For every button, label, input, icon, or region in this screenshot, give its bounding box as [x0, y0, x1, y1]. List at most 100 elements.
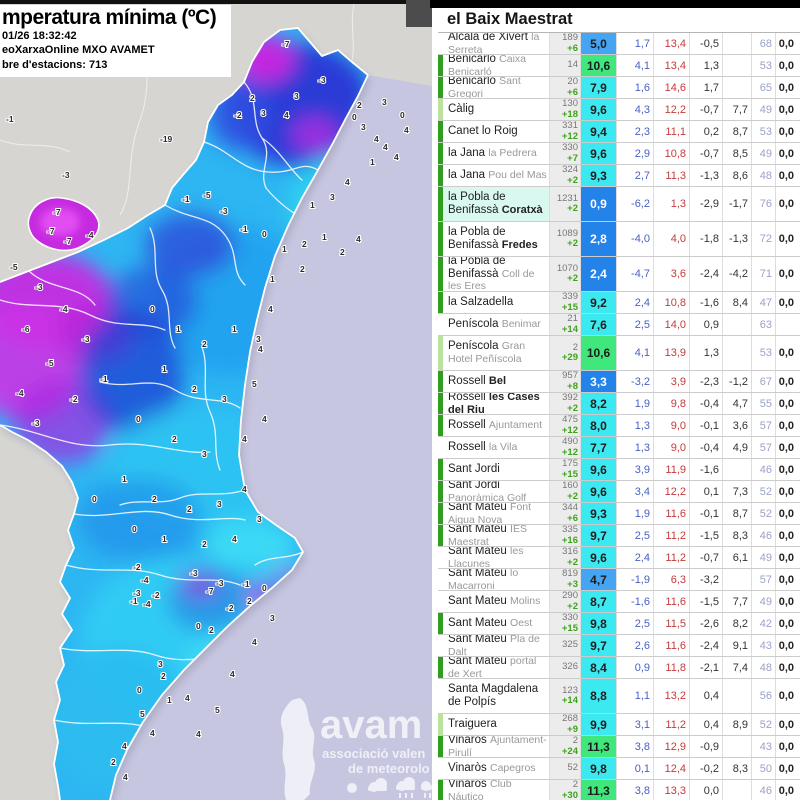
table-row[interactable]: Rossell les Cases del Riu 392 +2 8,2 1,9 9,8-…: [438, 393, 800, 415]
station-status-bar: [438, 657, 443, 678]
temp-col4: -0,7: [689, 99, 722, 120]
temp-current: 9,7: [580, 635, 616, 656]
temp-min: 3,8: [616, 780, 653, 800]
precipitation: 0,0: [775, 77, 797, 98]
table-row[interactable]: Sant Jordi 175 +15 9,6 3,9 11,9 -1,6 46 0,0: [438, 459, 800, 481]
temp-max: 11,6: [653, 635, 689, 656]
humidity: 49: [751, 99, 775, 120]
table-row[interactable]: Vinaròs Capegros 52 9,8 0,1 12,4 -0,2 8,3 50 0,0: [438, 758, 800, 780]
temp-current: 7,7: [580, 437, 616, 458]
table-row[interactable]: Traiguera 268 +9 9,9 3,1 11,2 0,4 8,9 52 0,0: [438, 714, 800, 736]
temp-col4: -0,7: [689, 143, 722, 164]
temp-min: 2,6: [616, 635, 653, 656]
temp-min: 2,9: [616, 143, 653, 164]
table-row[interactable]: Vinaròs Ajuntament-Pirulí 2 +24 11,3 3,8 12,9…: [438, 736, 800, 758]
precipitation: 0,0: [775, 714, 797, 735]
table-row[interactable]: Sant Mateu Pla de Dalt 325 9,7 2,6 11,6 -2,4 9…: [438, 635, 800, 657]
table-row[interactable]: Sant Mateu IES Maestrat 335 +16 9,7 2,5 11,2-…: [438, 525, 800, 547]
station-altitude: 326: [549, 657, 580, 678]
temp-current: 11,3: [580, 736, 616, 757]
table-row[interactable]: la Jana la Pedrera 330 +7 9,6 2,9 10,8 -0,7 8,5…: [438, 143, 800, 165]
table-row[interactable]: Alcalà de Xivert la Serreta 189 +6 5,0 1,7 13…: [438, 33, 800, 55]
temp-min: -1,9: [616, 569, 653, 590]
station-status-bar: [438, 257, 443, 291]
table-row[interactable]: la Jana Pou del Mas 324 +2 9,3 2,7 11,3 -1,3 8,…: [438, 165, 800, 187]
map-station-value: 1: [176, 324, 181, 334]
table-row[interactable]: la Pobla de Benifassà Coll de les Eres 10…: [438, 257, 800, 292]
temp-min: 1,3: [616, 415, 653, 436]
temp-col5: 8,5: [722, 143, 751, 164]
station-altitude: 123 +14: [549, 679, 580, 713]
station-altitude: 160 +2: [549, 481, 580, 502]
table-row[interactable]: la Pobla de Benifassà Coratxà 1231 +2 0,9 -6…: [438, 187, 800, 222]
precipitation: 0,0: [775, 481, 797, 502]
table-top-bar: [430, 0, 800, 8]
station-altitude: 14: [549, 55, 580, 76]
table-row[interactable]: la Salzadella 339 +15 9,2 2,4 10,8 -1,6 8,4 47 0,…: [438, 292, 800, 314]
temp-current: 0,9: [580, 187, 616, 221]
table-row[interactable]: Sant Mateu lo Macarroni 819 +3 4,7 -1,9 6,3 -3…: [438, 569, 800, 591]
map-station-value: 0: [137, 685, 142, 695]
temp-col5: 8,3: [722, 525, 751, 546]
humidity: 43: [751, 635, 775, 656]
table-row[interactable]: Sant Mateu Font Aigua Nova 344 +6 9,3 1,9 11,…: [438, 503, 800, 525]
temp-max: 11,2: [653, 714, 689, 735]
temp-col5: 7,4: [722, 657, 751, 678]
map-station-value: 4: [284, 110, 289, 120]
temp-current: 9,3: [580, 165, 616, 186]
precipitation: 0,0: [775, 657, 797, 678]
table-row[interactable]: la Pobla de Benifassà Fredes 1089 +2 2,8 -4,…: [438, 222, 800, 257]
station-altitude: 175 +15: [549, 459, 580, 480]
station-status-bar: [438, 415, 443, 436]
precipitation: 0,0: [775, 635, 797, 656]
table-row[interactable]: Rossell Bel 957 +8 3,3 -3,2 3,9 -2,3 -1,2 67 0,0: [438, 371, 800, 393]
temp-current: 8,2: [580, 393, 616, 414]
map-station-value: -6: [22, 324, 30, 334]
map-station-value: 2: [111, 757, 116, 767]
humidity: 49: [751, 547, 775, 568]
map-station-value: -1: [6, 114, 14, 124]
temp-min: -3,2: [616, 371, 653, 392]
table-row[interactable]: Peníscola Gran Hotel Peñíscola 2 +29 10,6 4,…: [438, 336, 800, 371]
temp-col4: -1,6: [689, 292, 722, 313]
table-row[interactable]: Rossell la Vila 490 +12 7,7 1,3 9,0 -0,4 4,9 57 0…: [438, 437, 800, 459]
humidity: 67: [751, 371, 775, 392]
temp-col4: -2,3: [689, 371, 722, 392]
table-row[interactable]: Santa Magdalena de Polpís 123 +14 8,8 1,1 13,…: [438, 679, 800, 714]
station-status-bar: [438, 55, 443, 76]
table-row[interactable]: Càlig 130 +18 9,6 4,3 12,2 -0,7 7,7 49 0,0: [438, 99, 800, 121]
table-row[interactable]: Sant Mateu Oest 330 +15 9,8 2,5 11,5 -2,6 8,2 42…: [438, 613, 800, 635]
temp-min: 2,4: [616, 547, 653, 568]
temp-min: 2,3: [616, 121, 653, 142]
station-altitude: 324 +2: [549, 165, 580, 186]
humidity: 46: [751, 525, 775, 546]
temp-current: 10,6: [580, 336, 616, 370]
map-station-value: 2: [209, 625, 214, 635]
map-station-value: -3: [318, 75, 326, 85]
map-station-value: -1: [100, 374, 108, 384]
map-station-value: 4: [394, 152, 399, 162]
map-station-value: -3: [190, 568, 198, 578]
table-row[interactable]: Vinaròs Club Náutico 2 +30 11,3 3,8 13,3 0,0 46…: [438, 780, 800, 800]
map-station-value: 0: [132, 524, 137, 534]
temp-current: 9,4: [580, 121, 616, 142]
table-row[interactable]: Sant Mateu Molins 290 +2 8,7 -1,6 11,6 -1,5 7,7…: [438, 591, 800, 613]
table-row[interactable]: Peníscola Benimar 21 +14 7,6 2,5 14,0 0,9 63: [438, 314, 800, 336]
station-name: la Jana la Pedrera: [448, 147, 537, 160]
map-station-value: -5: [203, 190, 211, 200]
temp-max: 12,4: [653, 758, 689, 779]
temp-col4: 1,7: [689, 77, 722, 98]
table-row[interactable]: Benicarló Caixa Benicarló 14 10,6 4,1 13,4 1,…: [438, 55, 800, 77]
humidity: 53: [751, 336, 775, 370]
table-row[interactable]: Canet lo Roig 331 +12 9,4 2,3 11,1 0,2 8,7 53 0,0: [438, 121, 800, 143]
table-row[interactable]: Sant Jordi Panoràmica Golf 160 +2 9,6 3,4 12,…: [438, 481, 800, 503]
station-status-bar: [438, 525, 443, 546]
humidity: 52: [751, 503, 775, 524]
table-row[interactable]: Benicarló Sant Gregori 20 +6 7,9 1,6 14,6 1,7 6…: [438, 77, 800, 99]
table-row[interactable]: Rossell Ajuntament 475 +12 8,0 1,3 9,0 -0,1 3,6…: [438, 415, 800, 437]
station-status-bar: [438, 336, 443, 370]
station-name: la Jana Pou del Mas: [448, 169, 547, 182]
table-row[interactable]: Sant Mateu portal de Xert 326 8,4 0,9 11,8 -2…: [438, 657, 800, 679]
table-row[interactable]: Sant Mateu les Llacunes 316 +2 9,6 2,4 11,2 -0…: [438, 547, 800, 569]
